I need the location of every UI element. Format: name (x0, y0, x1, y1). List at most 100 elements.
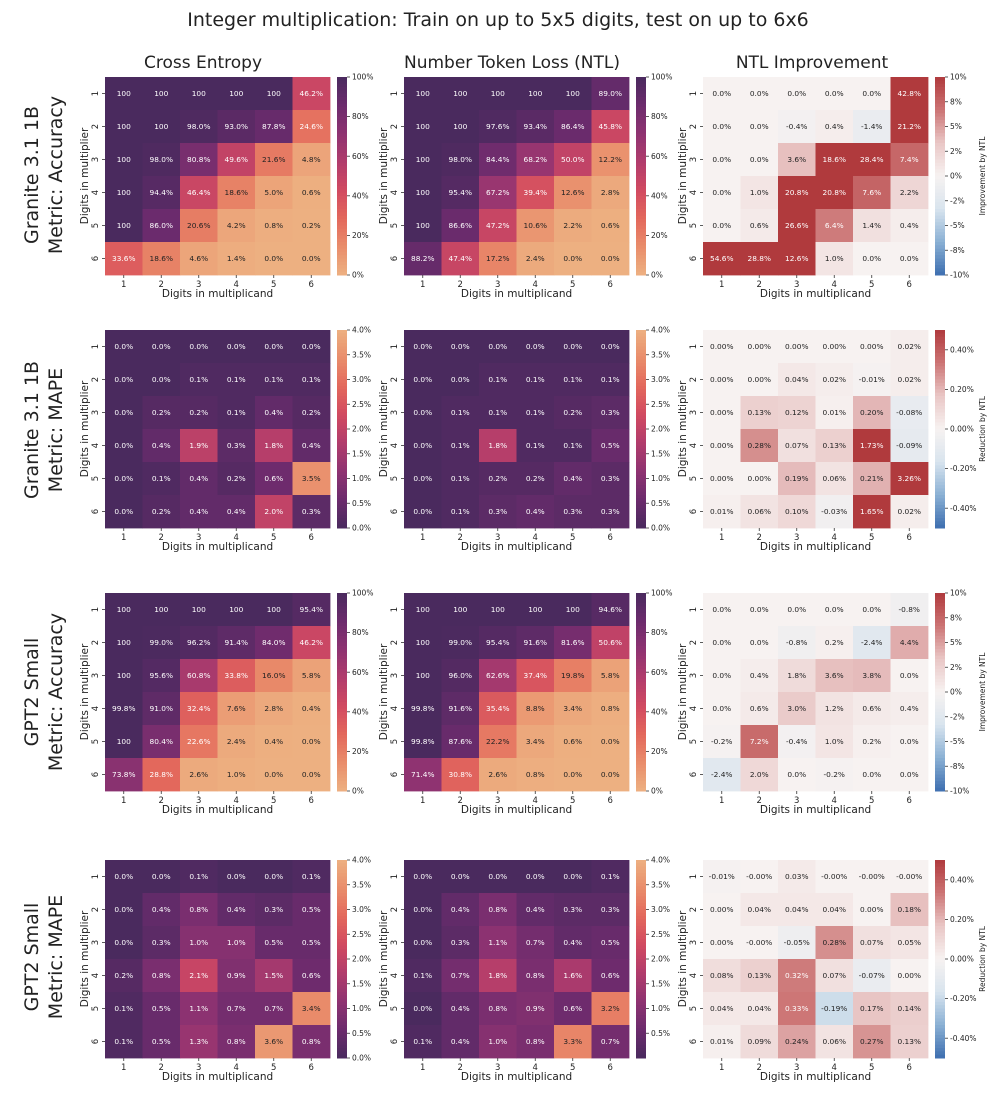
cell-value-label: 0.06% (823, 1037, 846, 1046)
colorbar-segment (636, 242, 646, 246)
cell-value-label: 0.0% (750, 638, 769, 647)
colorbar-segment (337, 606, 347, 610)
heatmap-cell (516, 593, 555, 627)
colorbar-segment (636, 692, 646, 696)
heatmap-cell (142, 143, 181, 177)
colorbar-segment (935, 675, 945, 680)
heatmap-cell (479, 593, 517, 627)
cell-value-label: 0.00% (710, 408, 733, 417)
cell-value-label: 98.0% (150, 155, 173, 164)
heatmap-cell (217, 495, 256, 529)
y-tick-label: 4 (91, 973, 101, 978)
colorbar-segment (935, 1034, 945, 1039)
colorbar-segment (636, 929, 646, 934)
colorbar-segment (337, 952, 347, 957)
heatmap-cell (778, 110, 816, 144)
heatmap-cell (815, 593, 854, 627)
colorbar-segment (935, 899, 945, 904)
cell-value-label: 0.7% (526, 938, 545, 947)
colorbar-segment (935, 438, 945, 443)
cell-value-label: 21.2% (898, 122, 921, 131)
colorbar-segment (636, 339, 646, 344)
heatmap-cell (404, 758, 442, 792)
colorbar-segment (636, 718, 646, 723)
heatmap-cell (479, 110, 517, 144)
colorbar-segment (337, 399, 347, 404)
heatmap-cell (740, 593, 779, 627)
colorbar-tick-label: 0% (950, 688, 962, 697)
heatmap-cell (740, 176, 779, 210)
colorbar-segment (935, 1054, 945, 1059)
heatmap-cell (516, 363, 555, 397)
colorbar-segment (337, 359, 347, 364)
colorbar-segment (636, 748, 646, 752)
y-tick-label: 4 (689, 443, 699, 448)
cell-value-label: 0.0% (712, 89, 731, 98)
y-axis-label: Digits in multiplier (378, 380, 390, 477)
cell-value-label: 46.2% (300, 638, 323, 647)
heatmap-cell (815, 692, 854, 726)
colorbar-segment (935, 521, 945, 526)
heatmap-cell (554, 429, 592, 463)
cell-value-label: 96.0% (449, 671, 472, 680)
cell-value-label: 0.07% (823, 971, 846, 980)
cell-value-label: 62.6% (486, 671, 509, 680)
colorbar-segment (636, 495, 646, 499)
colorbar-tick-label: 0% (950, 172, 962, 181)
colorbar-tick-label: 80% (651, 628, 668, 637)
heatmap-cell (554, 992, 592, 1026)
y-tick-label: 4 (390, 443, 400, 448)
colorbar-segment (636, 711, 646, 716)
colorbar-segment (337, 767, 347, 772)
colorbar-segment (935, 511, 945, 516)
cell-value-label: 0.4% (227, 507, 246, 516)
heatmap-cell (516, 143, 555, 177)
cell-value-label: 93.0% (225, 122, 248, 131)
heatmap-cell (105, 860, 143, 894)
colorbar-segment (935, 136, 945, 141)
cell-value-label: 0.1% (227, 375, 246, 384)
heatmap-cell (853, 176, 891, 210)
heatmap-cell (740, 893, 779, 927)
colorbar-tick-label: 3.5% (651, 350, 670, 359)
heatmap-cell (180, 176, 218, 210)
heatmap-cell (255, 692, 293, 726)
heatmap-cell (516, 893, 555, 927)
colorbar-segment (337, 662, 347, 667)
colorbar-segment (636, 883, 646, 887)
colorbar-segment (636, 409, 646, 413)
cell-value-label: 0.13% (748, 971, 771, 980)
cell-value-label: -0.8% (786, 638, 807, 647)
colorbar-segment (337, 143, 347, 147)
heatmap-cell (516, 860, 555, 894)
heatmap-cell (292, 429, 331, 463)
y-tick-label: 6 (689, 256, 699, 261)
heatmap-cell (853, 758, 891, 792)
heatmap-cell (853, 209, 891, 243)
heatmap-cell (703, 242, 741, 276)
y-tick-label: 2 (91, 377, 101, 382)
x-axis-label: Digits in multiplicand (162, 804, 273, 816)
colorbar-segment (337, 330, 347, 334)
cell-value-label: 1.0% (227, 770, 246, 779)
cell-value-label: 0.00% (710, 474, 733, 483)
heatmap-granite-acc-ce: 100 100 100 100 100 46.2%100 100 98.0% 93.0% 87.8… (79, 73, 373, 300)
row-label-gpt2-mape: GPT2 Small Metric: MAPE (21, 895, 67, 1019)
y-tick-label: 5 (91, 739, 101, 744)
heatmap-cell (142, 992, 181, 1026)
heatmap-cell (479, 893, 517, 927)
colorbar-segment (935, 886, 945, 891)
cell-value-label: 91.4% (225, 638, 248, 647)
heatmap-cell (255, 176, 293, 210)
heatmap-cell (217, 1025, 256, 1059)
colorbar-segment (935, 458, 945, 463)
heatmap-cell (479, 209, 517, 243)
heatmap-cell (890, 626, 929, 660)
colorbar-segment (935, 77, 945, 81)
heatmap-cell (180, 725, 218, 759)
y-tick-label: 6 (390, 256, 400, 261)
heatmap-cell (105, 143, 143, 177)
cell-value-label: -0.01% (859, 375, 885, 384)
colorbar-segment (636, 982, 646, 986)
